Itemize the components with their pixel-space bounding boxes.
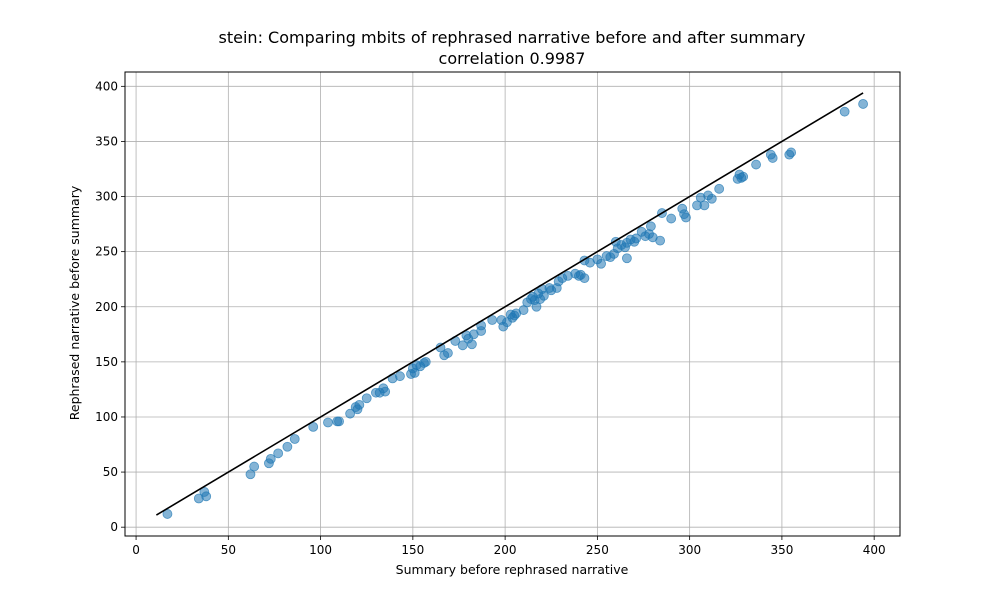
grid-lines xyxy=(125,72,900,536)
data-point xyxy=(579,273,590,283)
data-point xyxy=(699,200,710,211)
data-point xyxy=(162,509,173,519)
data-point xyxy=(273,448,284,459)
data-point xyxy=(786,147,797,158)
data-point xyxy=(655,235,666,246)
x-tick-label: 300 xyxy=(678,543,701,557)
y-tick-label: 350 xyxy=(95,134,118,148)
chart-title: stein: Comparing mbits of rephrased narr… xyxy=(219,28,806,47)
x-tick-label: 200 xyxy=(494,543,517,557)
x-tick-label: 350 xyxy=(770,543,793,557)
data-point xyxy=(631,233,642,244)
y-tick-label: 200 xyxy=(95,300,118,314)
data-points xyxy=(162,99,868,519)
data-point xyxy=(839,106,850,117)
data-point xyxy=(308,421,319,432)
data-point xyxy=(622,253,632,264)
x-axis-label: Summary before rephrased narrative xyxy=(396,562,629,577)
data-point xyxy=(380,386,391,397)
data-point xyxy=(345,408,356,419)
reference-line xyxy=(155,92,864,516)
data-point xyxy=(751,159,761,170)
data-point xyxy=(596,258,606,269)
data-point xyxy=(467,339,477,350)
plot-frame xyxy=(124,71,901,537)
data-point xyxy=(858,99,868,109)
y-tick-label: 400 xyxy=(95,79,118,93)
data-point xyxy=(666,213,677,224)
x-tick-label: 0 xyxy=(132,543,140,557)
data-point xyxy=(420,356,431,367)
data-point xyxy=(706,193,717,204)
x-axis-ticks: 0 50 100 150 200 250 300 350 400 xyxy=(132,536,886,557)
data-point xyxy=(767,153,778,163)
data-point xyxy=(395,371,405,382)
y-axis-ticks: 0 50 100 150 200 250 300 350 400 xyxy=(95,79,125,534)
data-point xyxy=(282,441,293,452)
data-point xyxy=(361,393,372,404)
data-point xyxy=(265,453,276,464)
data-point xyxy=(714,183,725,194)
data-point xyxy=(738,171,749,182)
data-point xyxy=(645,221,656,232)
x-tick-label: 150 xyxy=(401,543,424,557)
data-point xyxy=(201,491,212,502)
y-tick-label: 0 xyxy=(110,520,118,534)
x-tick-label: 100 xyxy=(309,543,332,557)
x-tick-label: 400 xyxy=(863,543,886,557)
x-tick-label: 250 xyxy=(586,543,609,557)
chart-subtitle: correlation 0.9987 xyxy=(439,49,586,68)
data-point xyxy=(354,399,365,410)
y-tick-label: 250 xyxy=(95,245,118,259)
data-point xyxy=(334,416,344,427)
data-point xyxy=(538,290,549,301)
y-tick-label: 50 xyxy=(103,465,118,479)
y-tick-label: 100 xyxy=(95,410,118,424)
y-axis-label: Rephrased narrative before summary xyxy=(67,185,82,420)
y-tick-label: 300 xyxy=(95,190,118,204)
data-point xyxy=(323,417,333,428)
data-point xyxy=(443,348,453,358)
y-tick-label: 150 xyxy=(95,355,118,369)
data-point xyxy=(681,212,691,223)
data-point xyxy=(289,434,300,444)
data-point xyxy=(249,461,260,472)
x-tick-label: 50 xyxy=(221,543,236,557)
